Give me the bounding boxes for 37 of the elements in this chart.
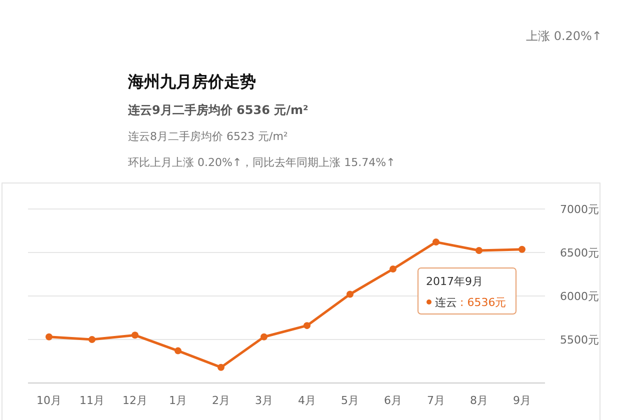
x-tick-label: 2月	[212, 394, 230, 407]
text: 环比上月上涨 0.20%↑，同比去年同期上涨 15.74%↑	[128, 156, 396, 169]
legend: 连云	[426, 296, 457, 309]
point	[304, 322, 310, 330]
x-tick-label: 7月	[427, 394, 445, 407]
point	[132, 332, 138, 339]
y-tick-label: 6500元	[560, 246, 599, 260]
point	[390, 266, 396, 273]
x-tick-label: 12月	[122, 394, 148, 407]
chart-title: 海州九月房价走势	[127, 72, 256, 91]
text: 上涨 0.20%↑	[526, 29, 602, 43]
text: 连云8月二手房均价 6523 元/m²	[128, 130, 288, 143]
x-tick-label: 3月	[255, 394, 273, 407]
point	[46, 333, 52, 340]
point	[174, 347, 182, 354]
point	[218, 364, 224, 371]
x-tick-label: 9月	[513, 394, 531, 407]
x-tick-label: 10月	[36, 394, 62, 407]
y-tick-label: 6000元	[560, 290, 599, 303]
y-tick-label: 7000元	[560, 203, 599, 216]
x-tick-label: 6月	[384, 394, 402, 407]
chart-subtitle: 连云9月二手房均价 6536 元/m²	[127, 103, 308, 117]
x-tick-label: 1月	[169, 394, 187, 407]
point	[432, 238, 440, 246]
legend-label: 连云	[435, 296, 457, 309]
point	[518, 246, 526, 253]
annotation: : 6536元	[460, 296, 506, 309]
x-tick-label: 5月	[341, 394, 359, 407]
x-tick-label: 8月	[470, 394, 488, 407]
x-tick-label: 11月	[80, 394, 104, 407]
x-tick-label: 4月	[298, 394, 316, 407]
point	[88, 336, 96, 343]
point	[476, 247, 482, 254]
annotation: 2017年9月	[426, 275, 483, 288]
point	[260, 333, 268, 340]
point	[346, 290, 354, 298]
y-tick-label: 5500元	[560, 334, 599, 346]
